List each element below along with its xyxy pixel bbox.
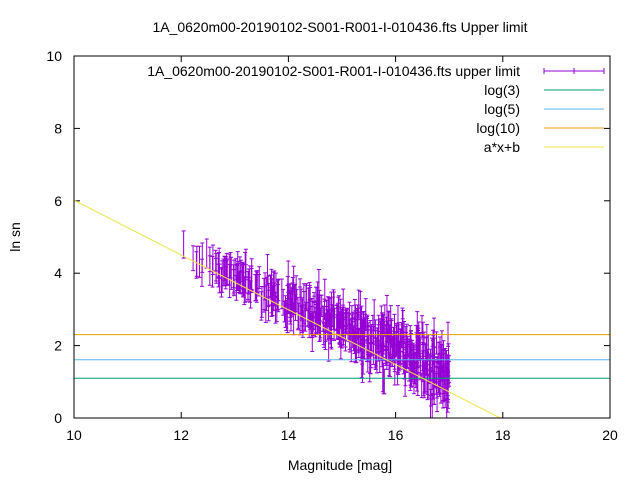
- error-bar-point: [447, 360, 452, 383]
- error-bar-point: [240, 261, 245, 289]
- error-bar-point: [373, 337, 378, 367]
- error-bar-point: [352, 298, 357, 327]
- legend-label: log(5): [484, 101, 520, 117]
- data-layer: [74, 199, 610, 418]
- error-bar-point: [387, 324, 392, 356]
- chart-title: 1A_0620m00-20190102-S001-R001-I-010436.f…: [152, 19, 527, 35]
- x-tick-label: 10: [66, 427, 82, 443]
- error-bar-point: [191, 245, 196, 272]
- error-bar-point: [231, 264, 236, 289]
- error-bar-point: [434, 372, 439, 395]
- error-bar-point: [219, 268, 224, 298]
- error-bar-point: [199, 258, 204, 287]
- error-bar-point: [242, 276, 247, 306]
- error-bar-point: [438, 353, 443, 382]
- y-axis-label: ln sn: [7, 222, 23, 252]
- x-tick-label: 20: [602, 427, 618, 443]
- error-bar-point: [344, 307, 349, 330]
- error-bar-point: [419, 315, 424, 338]
- y-tick-label: 2: [54, 338, 62, 354]
- error-bar-point: [400, 310, 405, 342]
- error-bar-point: [432, 378, 437, 405]
- error-bar-point: [355, 304, 360, 330]
- error-bar-point: [336, 295, 341, 324]
- error-bar-point: [366, 322, 371, 353]
- error-bar-point: [322, 278, 327, 302]
- error-bar-point: [292, 284, 297, 316]
- error-bar-point: [249, 258, 254, 290]
- error-bar-point: [350, 311, 355, 339]
- error-bar-point: [423, 344, 428, 371]
- error-bar-point: [440, 367, 445, 401]
- error-bar-point: [424, 336, 429, 360]
- error-bar-point: [308, 298, 313, 330]
- legend: 1A_0620m00-20190102-S001-R001-I-010436.f…: [147, 63, 605, 155]
- error-bar-point: [220, 260, 225, 293]
- error-bar-point: [300, 306, 305, 334]
- error-bar-point: [286, 260, 291, 293]
- x-tick-label: 14: [281, 427, 297, 443]
- x-tick-label: 16: [388, 427, 404, 443]
- error-bar-point: [330, 304, 335, 328]
- error-bar-point: [210, 256, 215, 288]
- error-bar-point: [214, 252, 219, 284]
- axis-ticks: 10 12 14 16 18 20 0 2 4 6 8 10: [46, 48, 618, 443]
- y-tick-label: 0: [54, 410, 62, 426]
- x-axis-label: Magnitude [mag]: [288, 457, 392, 473]
- error-bar-point: [396, 322, 401, 345]
- plot-frame: [73, 55, 611, 419]
- y-tick-label: 6: [54, 193, 62, 209]
- error-bar-point: [418, 352, 423, 376]
- x-tick-label: 18: [495, 427, 511, 443]
- x-tick-label: 12: [173, 427, 189, 443]
- error-bar-point: [404, 323, 409, 357]
- error-bar-point: [376, 314, 381, 347]
- fit-line: [74, 199, 502, 418]
- error-bar-point: [266, 282, 271, 307]
- error-bar-point: [372, 299, 377, 332]
- error-bar-point: [259, 286, 264, 318]
- legend-label: log(3): [484, 82, 520, 98]
- error-bar-point: [232, 259, 237, 293]
- error-bar-point: [217, 252, 222, 279]
- error-bar-point: [410, 339, 415, 366]
- error-bar-point: [257, 266, 262, 289]
- error-bar-point: [329, 291, 334, 315]
- error-bar-point: [396, 344, 401, 374]
- y-tick-label: 4: [54, 265, 62, 281]
- error-bar-point: [360, 331, 365, 358]
- error-bar-point: [225, 259, 230, 285]
- legend-label: a*x+b: [484, 139, 520, 155]
- error-bar-point: [415, 372, 420, 396]
- error-bar-point: [385, 320, 390, 344]
- error-bar-point: [264, 277, 269, 311]
- error-bar-point: [284, 299, 289, 331]
- error-bar-point: [271, 271, 276, 296]
- error-bar-point: [384, 341, 389, 366]
- error-bar-point: [273, 272, 278, 299]
- error-bar-point: [237, 271, 242, 294]
- error-bar-point: [234, 275, 239, 301]
- error-bar-point: [294, 288, 299, 313]
- error-bar-point: [181, 230, 186, 259]
- error-bar-point: [288, 289, 293, 315]
- legend-label: 1A_0620m00-20190102-S001-R001-I-010436.f…: [147, 63, 520, 79]
- error-bar-point: [227, 263, 232, 298]
- error-bar-point: [420, 350, 425, 383]
- error-bar-point: [365, 314, 370, 341]
- error-bar-point: [371, 325, 376, 356]
- error-bar-point: [347, 324, 352, 353]
- error-bar-point: [194, 245, 199, 277]
- error-bar-point: [414, 332, 419, 355]
- error-bar-point: [207, 246, 212, 273]
- error-bar-point: [253, 274, 258, 302]
- error-bar-point: [332, 307, 337, 330]
- y-tick-label: 10: [46, 48, 62, 64]
- y-tick-label: 8: [54, 120, 62, 136]
- error-bar-point: [311, 302, 316, 330]
- error-bar-point: [204, 238, 209, 269]
- error-bar-point: [259, 291, 264, 321]
- legend-label: log(10): [476, 120, 520, 136]
